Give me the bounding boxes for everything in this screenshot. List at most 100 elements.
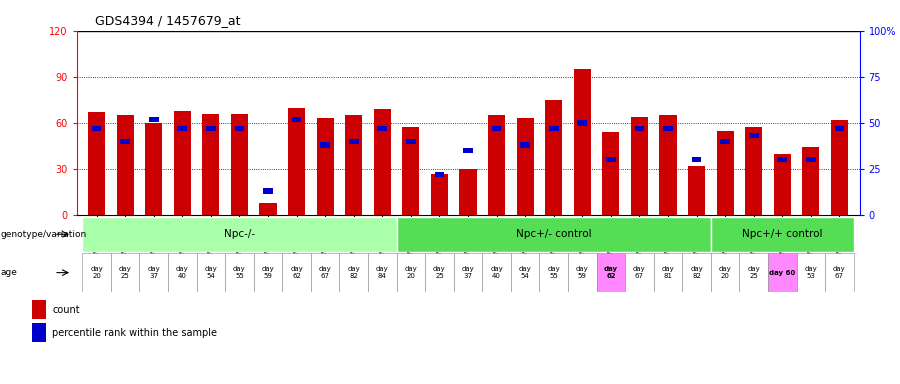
Bar bbox=[578, 120, 587, 126]
Bar bbox=[116, 115, 134, 215]
Bar bbox=[88, 112, 105, 215]
Text: GDS4394 / 1457679_at: GDS4394 / 1457679_at bbox=[94, 14, 240, 27]
Text: day
20: day 20 bbox=[404, 266, 418, 279]
Bar bbox=[626, 253, 653, 292]
Bar bbox=[602, 132, 619, 215]
Bar bbox=[459, 169, 477, 215]
Text: day
37: day 37 bbox=[148, 266, 160, 279]
Text: day
55: day 55 bbox=[233, 266, 246, 279]
Bar bbox=[425, 253, 454, 292]
Bar bbox=[235, 126, 244, 131]
Text: day
62: day 62 bbox=[290, 266, 303, 279]
Bar bbox=[168, 253, 196, 292]
Bar bbox=[716, 131, 734, 215]
Bar bbox=[464, 148, 472, 153]
Bar bbox=[174, 111, 191, 215]
Bar bbox=[196, 253, 225, 292]
Bar bbox=[740, 253, 768, 292]
Bar bbox=[774, 154, 791, 215]
Text: percentile rank within the sample: percentile rank within the sample bbox=[52, 328, 217, 338]
Bar bbox=[121, 139, 130, 144]
Bar bbox=[606, 157, 616, 162]
Bar bbox=[745, 127, 762, 215]
Bar bbox=[145, 123, 162, 215]
Text: Npc+/- control: Npc+/- control bbox=[516, 229, 591, 239]
Bar bbox=[92, 126, 102, 131]
Text: day
82: day 82 bbox=[690, 266, 703, 279]
Text: day
59: day 59 bbox=[576, 266, 589, 279]
Text: day
81: day 81 bbox=[662, 266, 674, 279]
Bar bbox=[631, 117, 648, 215]
Text: day
55: day 55 bbox=[547, 266, 560, 279]
Text: Npc+/+ control: Npc+/+ control bbox=[742, 229, 823, 239]
Text: day
25: day 25 bbox=[119, 266, 131, 279]
Bar bbox=[259, 203, 276, 215]
Bar bbox=[254, 253, 283, 292]
Bar bbox=[573, 69, 591, 215]
Bar bbox=[825, 253, 854, 292]
Bar bbox=[454, 253, 482, 292]
Bar bbox=[831, 120, 848, 215]
Bar bbox=[802, 147, 820, 215]
Text: day
25: day 25 bbox=[747, 266, 760, 279]
Bar bbox=[397, 253, 425, 292]
Bar bbox=[339, 253, 368, 292]
Bar bbox=[482, 253, 511, 292]
Text: day
40: day 40 bbox=[491, 266, 503, 279]
Bar bbox=[511, 253, 539, 292]
Bar bbox=[202, 114, 220, 215]
Bar bbox=[82, 217, 397, 252]
Text: age: age bbox=[1, 268, 18, 277]
Text: day
40: day 40 bbox=[176, 266, 189, 279]
Bar bbox=[663, 126, 673, 131]
Bar bbox=[517, 118, 534, 215]
Bar bbox=[834, 126, 844, 131]
Bar bbox=[230, 114, 248, 215]
Bar bbox=[597, 253, 626, 292]
Bar bbox=[488, 115, 505, 215]
Bar bbox=[806, 157, 815, 162]
Text: day
67: day 67 bbox=[833, 266, 846, 279]
Text: day
84: day 84 bbox=[376, 266, 389, 279]
Text: day
59: day 59 bbox=[262, 266, 274, 279]
Bar bbox=[688, 166, 706, 215]
Bar bbox=[431, 174, 448, 215]
Bar bbox=[682, 253, 711, 292]
Bar bbox=[140, 253, 168, 292]
Text: genotype/variation: genotype/variation bbox=[1, 230, 87, 239]
Text: day
37: day 37 bbox=[462, 266, 474, 279]
Text: day
25: day 25 bbox=[433, 266, 446, 279]
Bar bbox=[711, 253, 740, 292]
Bar bbox=[406, 139, 416, 144]
Bar bbox=[111, 253, 140, 292]
Bar bbox=[711, 217, 854, 252]
Bar bbox=[692, 157, 701, 162]
Bar bbox=[345, 115, 363, 215]
Text: day 60: day 60 bbox=[770, 270, 796, 276]
Bar bbox=[292, 116, 302, 122]
Bar bbox=[634, 126, 644, 131]
Bar bbox=[653, 253, 682, 292]
Bar bbox=[545, 100, 562, 215]
Text: day
67: day 67 bbox=[319, 266, 331, 279]
Bar bbox=[32, 300, 47, 319]
Bar bbox=[435, 172, 445, 177]
Bar bbox=[288, 108, 305, 215]
Bar bbox=[402, 127, 419, 215]
Bar bbox=[720, 139, 730, 144]
Bar bbox=[520, 142, 530, 148]
Bar bbox=[148, 116, 158, 122]
Bar bbox=[177, 126, 187, 131]
Bar bbox=[206, 126, 216, 131]
Bar bbox=[796, 253, 825, 292]
Bar bbox=[225, 253, 254, 292]
Bar bbox=[283, 253, 310, 292]
Bar bbox=[749, 133, 759, 139]
Bar bbox=[768, 253, 796, 292]
Bar bbox=[368, 253, 397, 292]
Bar bbox=[263, 189, 273, 194]
Text: day
62: day 62 bbox=[604, 266, 618, 279]
Bar bbox=[317, 118, 334, 215]
Bar bbox=[397, 217, 711, 252]
Text: day
54: day 54 bbox=[204, 266, 217, 279]
